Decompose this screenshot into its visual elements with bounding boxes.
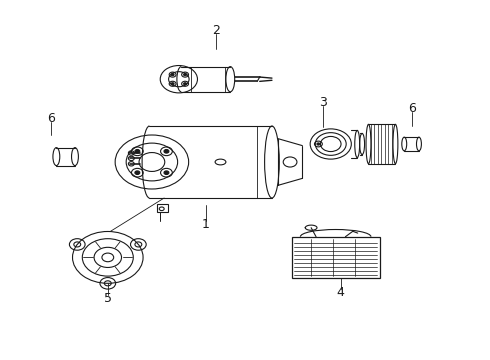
Circle shape xyxy=(135,149,140,153)
Circle shape xyxy=(184,73,187,76)
Circle shape xyxy=(171,83,174,85)
Text: 1: 1 xyxy=(202,219,210,231)
Circle shape xyxy=(164,149,169,153)
Circle shape xyxy=(171,73,174,76)
Circle shape xyxy=(135,171,140,175)
Bar xyxy=(157,204,168,212)
Circle shape xyxy=(184,83,187,85)
Circle shape xyxy=(317,143,320,145)
Text: 6: 6 xyxy=(408,102,416,114)
Text: 4: 4 xyxy=(337,286,344,299)
Bar xyxy=(292,237,380,278)
Text: 6: 6 xyxy=(48,112,55,125)
Text: 5: 5 xyxy=(104,292,112,305)
Text: 3: 3 xyxy=(319,96,327,109)
Text: 2: 2 xyxy=(212,24,220,37)
Circle shape xyxy=(164,171,169,175)
